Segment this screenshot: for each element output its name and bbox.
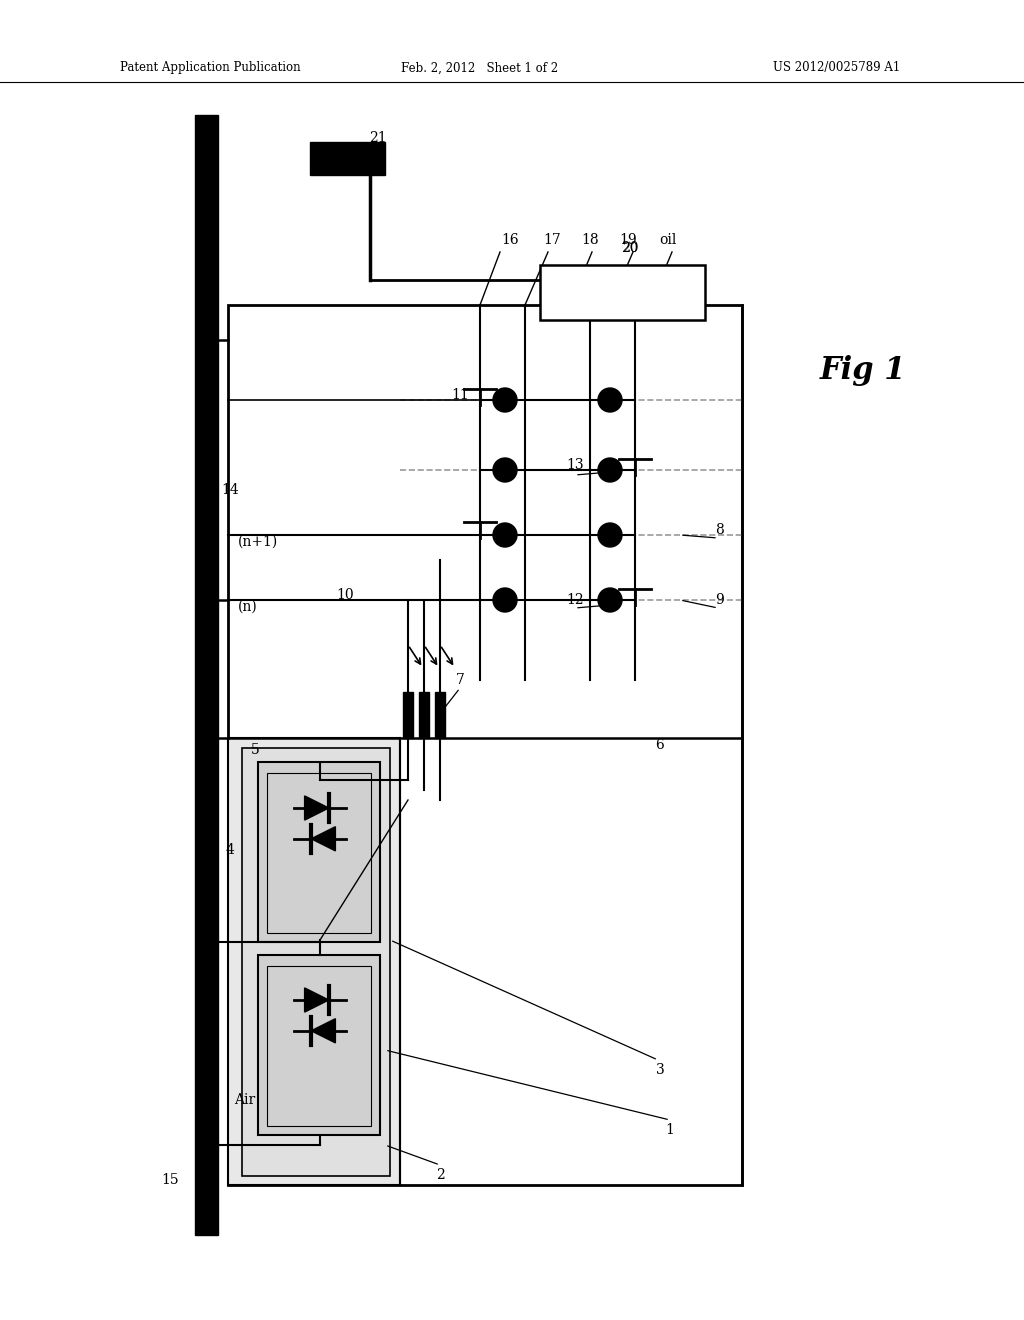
Text: 4: 4 <box>225 843 234 857</box>
Polygon shape <box>304 796 329 820</box>
Polygon shape <box>311 826 336 851</box>
Text: Feb. 2, 2012   Sheet 1 of 2: Feb. 2, 2012 Sheet 1 of 2 <box>401 62 558 74</box>
Text: 9: 9 <box>716 593 724 607</box>
Circle shape <box>493 458 517 482</box>
Text: 6: 6 <box>655 738 665 752</box>
Bar <box>258 954 380 1135</box>
Bar <box>228 305 742 1185</box>
Bar <box>267 966 371 1126</box>
Text: Patent Application Publication: Patent Application Publication <box>120 62 301 74</box>
Text: 15: 15 <box>161 1173 179 1187</box>
Polygon shape <box>311 1019 336 1043</box>
Polygon shape <box>419 692 429 738</box>
Text: (n): (n) <box>239 601 258 614</box>
Text: 7: 7 <box>456 673 465 686</box>
Polygon shape <box>304 987 329 1012</box>
Text: 12: 12 <box>566 593 584 607</box>
Text: 5: 5 <box>251 743 259 756</box>
Text: Air: Air <box>234 1093 256 1107</box>
Circle shape <box>493 523 517 546</box>
Text: 2: 2 <box>435 1168 444 1181</box>
Bar <box>540 265 705 319</box>
Text: 1: 1 <box>666 1123 675 1137</box>
Circle shape <box>598 388 622 412</box>
Text: US 2012/0025789 A1: US 2012/0025789 A1 <box>773 62 900 74</box>
Text: 13: 13 <box>566 458 584 473</box>
Bar <box>258 762 380 942</box>
Text: oil: oil <box>659 234 677 247</box>
Text: 16: 16 <box>501 234 519 247</box>
Text: 20: 20 <box>622 242 639 255</box>
Polygon shape <box>403 692 413 738</box>
Circle shape <box>493 388 517 412</box>
Text: 11: 11 <box>452 388 469 403</box>
Polygon shape <box>310 143 385 176</box>
Text: Fig 1: Fig 1 <box>820 355 906 385</box>
Text: 10: 10 <box>336 587 354 602</box>
Circle shape <box>493 587 517 612</box>
Text: 18: 18 <box>582 234 599 247</box>
Text: 19: 19 <box>620 234 637 247</box>
Circle shape <box>598 458 622 482</box>
Bar <box>228 738 400 1185</box>
Bar <box>267 774 371 933</box>
Text: 3: 3 <box>655 1063 665 1077</box>
Text: 14: 14 <box>221 483 239 498</box>
Text: 8: 8 <box>716 523 724 537</box>
Text: 21: 21 <box>370 131 387 145</box>
Bar <box>242 748 390 1176</box>
Text: 20: 20 <box>622 242 638 255</box>
Polygon shape <box>435 692 445 738</box>
Circle shape <box>598 523 622 546</box>
Circle shape <box>598 587 622 612</box>
Text: (n+1): (n+1) <box>238 535 279 549</box>
Text: 17: 17 <box>543 234 561 247</box>
Polygon shape <box>195 115 218 1236</box>
